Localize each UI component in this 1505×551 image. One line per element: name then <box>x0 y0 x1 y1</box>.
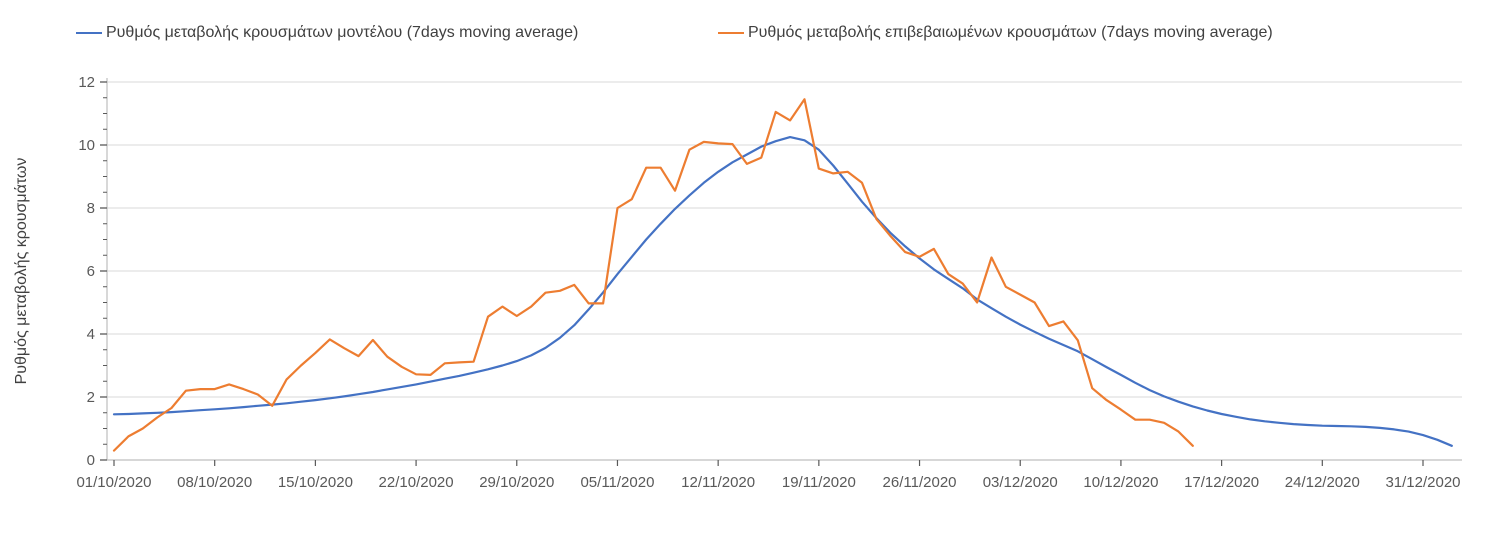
x-axis-tick-label: 19/11/2020 <box>782 474 856 491</box>
x-axis-tick-label: 15/10/2020 <box>278 474 353 491</box>
y-axis-tick-label: 8 <box>87 200 95 217</box>
y-axis-tick-label: 6 <box>87 263 95 280</box>
y-axis-tick-label: 0 <box>87 452 95 469</box>
series-line-model <box>112 136 1453 447</box>
x-axis-tick-label: 12/11/2020 <box>681 474 755 491</box>
legend-label-confirmed: Ρυθμός μεταβολής επιβεβαιωμένων κρουσμάτ… <box>748 24 1273 41</box>
x-axis-tick-label: 05/11/2020 <box>580 474 654 491</box>
x-axis-tick-label: 24/12/2020 <box>1285 474 1360 491</box>
x-axis-tick-label: 10/12/2020 <box>1083 474 1158 491</box>
x-axis-tick-label: 17/12/2020 <box>1184 474 1259 491</box>
x-axis-tick-label: 08/10/2020 <box>177 474 252 491</box>
x-axis-tick-label: 26/11/2020 <box>883 474 957 491</box>
y-axis-tick-label: 12 <box>78 74 95 91</box>
y-axis-tick-label: 4 <box>87 326 95 343</box>
series-line-confirmed <box>112 98 1194 452</box>
chart-legend: Ρυθμός μεταβολής κρουσμάτων μοντέλου (7d… <box>0 0 1505 56</box>
x-axis-tick-label: 31/12/2020 <box>1385 474 1460 491</box>
legend-item-confirmed: Ρυθμός μεταβολής επιβεβαιωμένων κρουσμάτ… <box>718 24 1273 42</box>
y-axis-tick-label: 2 <box>87 389 95 406</box>
legend-label-model: Ρυθμός μεταβολής κρουσμάτων μοντέλου (7d… <box>106 24 579 41</box>
x-axis-tick-label: 22/10/2020 <box>379 474 454 491</box>
legend-line-confirmed-icon <box>718 32 744 34</box>
x-axis-tick-label: 01/10/2020 <box>76 474 151 491</box>
legend-item-model: Ρυθμός μεταβολής κρουσμάτων μοντέλου (7d… <box>76 24 578 42</box>
x-axis-tick-label: 29/10/2020 <box>479 474 554 491</box>
x-axis-tick-label: 03/12/2020 <box>983 474 1058 491</box>
legend-line-model-icon <box>76 32 102 34</box>
y-axis-tick-label: 10 <box>78 137 95 154</box>
